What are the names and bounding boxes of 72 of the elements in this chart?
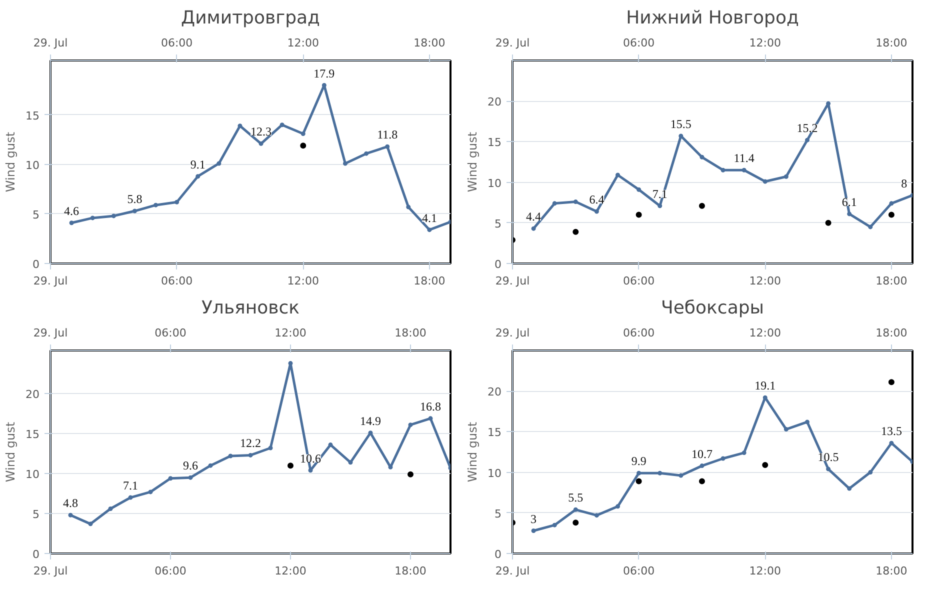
annotation: 13.5 xyxy=(880,424,902,438)
x-tick-label: 29. Jul xyxy=(495,274,530,288)
annotation: 5.8 xyxy=(127,192,142,206)
chart-title: Чебоксары xyxy=(661,298,764,318)
y-tick-label: 20 xyxy=(488,386,502,399)
y-tick-label: 10 xyxy=(488,176,502,190)
annotation: 19.1 xyxy=(754,378,776,393)
annotation: 10.7 xyxy=(691,446,712,461)
y-tick-label: 10 xyxy=(26,468,40,482)
x-tick-label: 18:00 xyxy=(876,274,908,288)
annotation: 15.2 xyxy=(796,121,818,136)
annotation: 9.9 xyxy=(631,454,646,468)
y-tick-label: 0 xyxy=(494,258,502,271)
x-tick-label: 06:00 xyxy=(622,274,655,288)
y-tick-label: 15 xyxy=(488,426,502,440)
annotation: 15.5 xyxy=(670,117,692,132)
x-tick-label: 06:00 xyxy=(154,326,186,340)
x-tick-label: 12:00 xyxy=(274,326,306,340)
y-tick-label: 0 xyxy=(494,548,502,561)
annotation: 4.6 xyxy=(64,204,80,218)
chart-title: Димитровград xyxy=(181,8,320,28)
annotation: 5.5 xyxy=(568,490,584,505)
y-tick-label: 5 xyxy=(494,507,502,520)
annotation: 8 xyxy=(901,176,908,190)
annotation: 4.8 xyxy=(63,496,78,510)
y-axis-title: Wind gust xyxy=(466,132,480,192)
x-tick-label: 12:00 xyxy=(749,564,781,578)
x-tick-label: 18:00 xyxy=(414,36,446,50)
x-tick-label: 18:00 xyxy=(394,326,426,340)
y-tick-label: 5 xyxy=(494,217,502,230)
y-tick-label: 15 xyxy=(488,136,502,150)
y-axis-title: Wind gust xyxy=(4,422,18,482)
x-tick-label: 29. Jul xyxy=(495,564,530,578)
x-tick-label: 29. Jul xyxy=(33,326,68,340)
y-tick-label: 20 xyxy=(488,96,502,109)
annotation: 4.4 xyxy=(526,210,542,224)
y-tick-label: 10 xyxy=(488,466,502,480)
annotation: 7.1 xyxy=(123,478,138,493)
x-tick-label: 06:00 xyxy=(160,36,193,50)
y-tick-label: 15 xyxy=(26,428,40,442)
annotation: 11.4 xyxy=(734,151,754,166)
annotation: 10.6 xyxy=(300,451,321,466)
x-tick-label: 12:00 xyxy=(287,36,319,50)
annotation: 9.6 xyxy=(183,458,198,473)
annotation: 10.5 xyxy=(818,450,839,464)
annotation: 11.8 xyxy=(377,128,398,142)
y-tick-label: 5 xyxy=(32,508,40,522)
annotation: 12.3 xyxy=(250,124,272,139)
annotation: 9.1 xyxy=(190,157,206,172)
annotation: 6.1 xyxy=(842,194,857,209)
annotation: 6.4 xyxy=(589,192,604,207)
y-tick-label: 10 xyxy=(26,158,40,172)
y-axis-title: Wind gust xyxy=(466,422,480,482)
chart-title: Ульяновск xyxy=(201,298,300,318)
y-tick-label: 0 xyxy=(32,548,40,561)
annotation: 3 xyxy=(530,512,537,526)
x-tick-label: 12:00 xyxy=(749,274,781,288)
y-tick-label: 15 xyxy=(26,109,40,122)
x-tick-label: 06:00 xyxy=(622,564,655,578)
y-axis-title: Wind gust xyxy=(4,132,18,192)
x-tick-label: 29. Jul xyxy=(33,36,68,50)
annotation: 17.9 xyxy=(314,66,335,80)
x-tick-label: 18:00 xyxy=(876,564,908,578)
annotation: 7.1 xyxy=(652,186,668,201)
y-tick-label: 5 xyxy=(32,208,40,222)
y-tick-label: 20 xyxy=(26,388,40,402)
y-tick-label: 0 xyxy=(32,258,40,271)
annotation: 4.1 xyxy=(422,210,437,225)
annotation: 16.8 xyxy=(420,399,441,414)
chart-title: Нижний Новгород xyxy=(626,8,799,28)
annotation: 12.2 xyxy=(240,436,261,450)
annotation: 14.9 xyxy=(360,414,381,428)
